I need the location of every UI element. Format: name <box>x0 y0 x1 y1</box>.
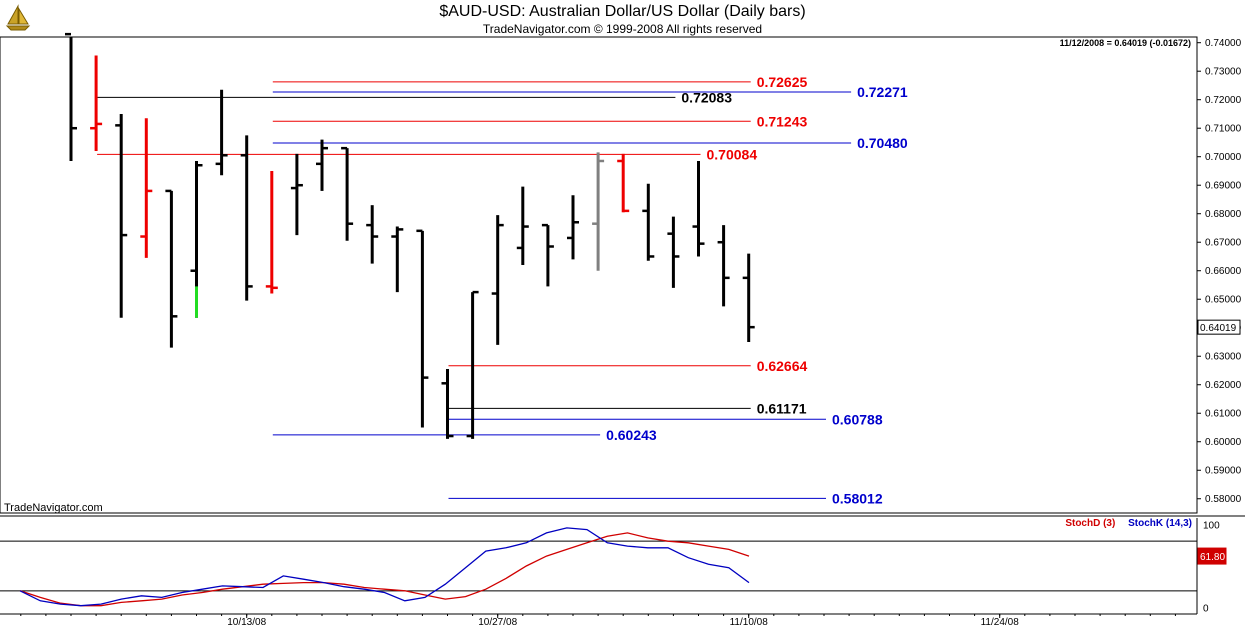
y-tick-label: 0.58000 <box>1205 494 1242 505</box>
stoch-series-line <box>19 532 750 607</box>
price-panel-frame <box>0 36 1198 514</box>
sailboat-logo-icon <box>4 4 32 32</box>
level-label: 0.58012 <box>832 490 883 506</box>
level-label: 0.70480 <box>857 135 908 151</box>
stoch-value-label: 61.80 <box>1200 552 1225 563</box>
y-tick-label: 0.66000 <box>1205 266 1242 277</box>
x-tick-label: 11/24/08 <box>981 617 1020 628</box>
stoch-tick-label: 0 <box>1203 603 1209 614</box>
y-tick-label: 0.74000 <box>1205 38 1242 49</box>
y-tick-label: 0.65000 <box>1205 295 1242 306</box>
level-label: 0.72625 <box>757 74 808 90</box>
y-tick-label: 0.63000 <box>1205 352 1242 363</box>
stoch-tick-label: 100 <box>1203 521 1220 532</box>
legend-stoch-k: StochK (14,3) <box>1128 518 1192 529</box>
y-tick-label: 0.67000 <box>1205 238 1242 249</box>
chart-title: $AUD-USD: Australian Dollar/US Dollar (D… <box>439 3 806 20</box>
level-label: 0.60243 <box>606 427 657 443</box>
x-tick-label: 10/13/08 <box>227 617 266 628</box>
last-price-label: 0.64019 <box>1200 323 1237 334</box>
y-tick-label: 0.60000 <box>1205 437 1242 448</box>
level-label: 0.72271 <box>857 84 908 100</box>
y-tick-label: 0.69000 <box>1205 181 1242 192</box>
legend-stoch-d: StochD (3) <box>1065 518 1116 529</box>
last-price-box <box>1197 319 1241 335</box>
level-label: 0.62664 <box>757 358 808 374</box>
stoch-value-box <box>1197 547 1227 565</box>
level-label: 0.61171 <box>757 400 807 416</box>
y-tick-label: 0.73000 <box>1205 67 1242 78</box>
level-label: 0.70084 <box>707 146 758 162</box>
y-tick-label: 0.68000 <box>1205 209 1242 220</box>
x-tick-label: 11/10/08 <box>730 617 769 628</box>
stoch-series-line <box>19 527 750 607</box>
stochastic-legend: StochD (3) StochK (14,3) <box>1065 518 1192 529</box>
watermark-text: TradeNavigator.com <box>4 502 103 514</box>
level-label: 0.60788 <box>832 411 883 427</box>
y-tick-label: 0.62000 <box>1205 380 1242 391</box>
y-tick-label: 0.70000 <box>1205 152 1242 163</box>
x-tick-label: 10/27/08 <box>478 617 517 628</box>
y-tick-label: 0.61000 <box>1205 409 1242 420</box>
y-tick-label: 0.72000 <box>1205 95 1242 106</box>
level-label: 0.72083 <box>681 89 732 105</box>
quote-readout: 11/12/2008 = 0.64019 (-0.01672) <box>1059 38 1191 48</box>
level-label: 0.71243 <box>757 113 808 129</box>
y-tick-label: 0.71000 <box>1205 124 1242 135</box>
y-tick-label: 0.59000 <box>1205 466 1242 477</box>
chart-subtitle: TradeNavigator.com © 1999-2008 All right… <box>482 22 763 36</box>
